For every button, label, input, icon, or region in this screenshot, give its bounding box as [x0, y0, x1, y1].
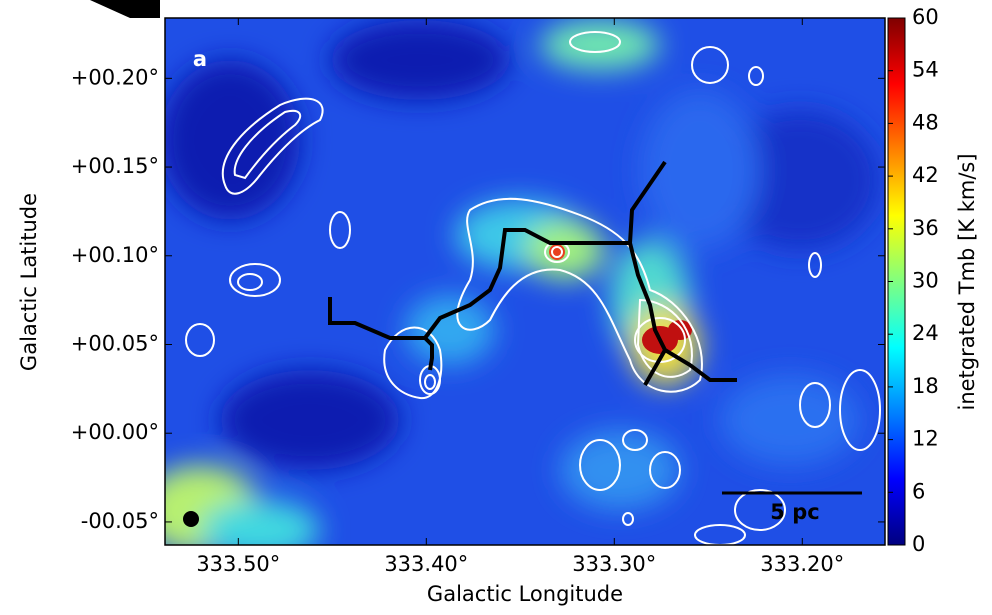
- panel-label: a: [193, 47, 207, 71]
- colorbar-tick-label: 0: [912, 532, 925, 556]
- y-tick-label: +00.05°: [71, 331, 159, 355]
- colorbar-tick-label: 42: [912, 163, 939, 187]
- scale-bar-label: 5 pc: [770, 500, 819, 524]
- arrow-tip: [90, 0, 160, 18]
- y-tick-label: +00.20°: [71, 65, 159, 89]
- x-tick-label: 333.50°: [196, 552, 280, 576]
- y-tick-label: +00.00°: [71, 420, 159, 444]
- x-tick-label: 333.20°: [760, 552, 844, 576]
- colorbar-tick-label: 18: [912, 374, 939, 398]
- colorbar-tick-label: 60: [912, 5, 939, 29]
- y-axis-label: Galactic Latitude: [17, 193, 41, 371]
- colorbar-tick-label: 12: [912, 427, 939, 451]
- colorbar-label: inetgrated Tmb [K km/s]: [955, 153, 979, 410]
- colorbar-tick-label: 6: [912, 479, 925, 503]
- colorbar-tick-label: 30: [912, 269, 939, 293]
- y-tick-label: -00.05°: [81, 509, 159, 533]
- figure: 5 pc a Galactic Longitude Galactic Latit…: [0, 0, 992, 611]
- x-axis-label: Galactic Longitude: [427, 582, 623, 606]
- colorbar-tick-label: 54: [912, 58, 939, 82]
- colorbar-tick-label: 48: [912, 110, 939, 134]
- x-tick-label: 333.40°: [384, 552, 468, 576]
- x-tick-label: 333.30°: [572, 552, 656, 576]
- y-tick-label: +00.10°: [71, 243, 159, 267]
- colorbar-tick-label: 36: [912, 216, 939, 240]
- beam: [183, 511, 199, 527]
- y-tick-label: +00.15°: [71, 154, 159, 178]
- colorbar-tick-label: 24: [912, 321, 939, 345]
